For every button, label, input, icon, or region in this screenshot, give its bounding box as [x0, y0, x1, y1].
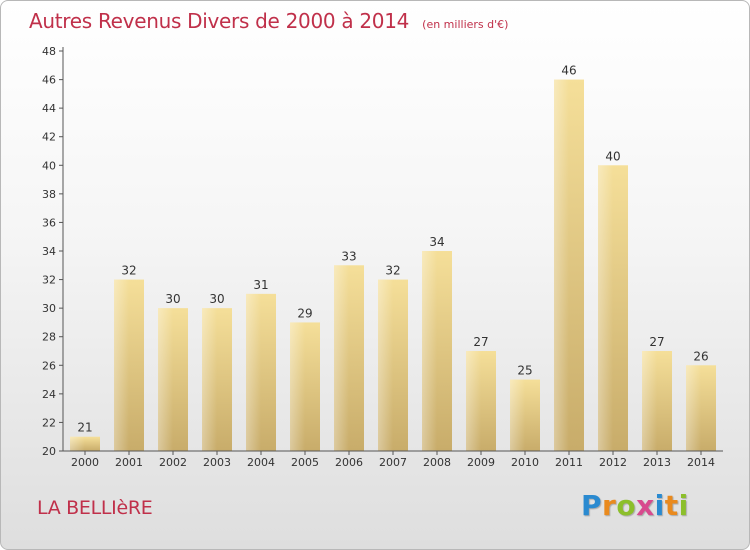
y-tick-label: 44: [42, 102, 56, 115]
logo-letter: P: [581, 489, 603, 522]
y-tick-label: 22: [42, 416, 56, 429]
bar-highlight: [642, 351, 657, 451]
bar-highlight: [290, 322, 305, 451]
logo-letter: i: [678, 489, 689, 522]
data-label: 33: [341, 249, 356, 263]
x-tick-label: 2014: [687, 456, 715, 469]
bar-highlight: [378, 279, 393, 451]
logo-letter: r: [602, 489, 617, 522]
bar-highlight: [114, 279, 129, 451]
data-label: 31: [253, 278, 268, 292]
bar-highlight: [510, 379, 525, 451]
logo-letter: x: [636, 489, 655, 522]
y-axis: 20 22 24 26 28 30 32 34 36 38 40 42 44 46 48: [42, 45, 64, 458]
data-label: 25: [517, 364, 532, 378]
x-tick-label: 2000: [71, 456, 99, 469]
y-tick-label: 26: [42, 359, 56, 372]
data-label: 32: [385, 264, 400, 278]
logo-letter: t: [664, 489, 679, 522]
x-tick-label: 2004: [247, 456, 275, 469]
y-tick-label: 48: [42, 45, 56, 58]
x-tick-label: 2003: [203, 456, 231, 469]
bar-highlight: [466, 351, 481, 451]
y-tick-label: 20: [42, 445, 56, 458]
y-tick-label: 36: [42, 216, 56, 229]
data-label: 27: [649, 335, 664, 349]
x-tick-label: 2013: [643, 456, 671, 469]
data-label: 27: [473, 335, 488, 349]
chart-unit: (en milliers d'€): [422, 18, 509, 31]
bars: 21 32 30 30 31 29 33 32 34 27 25 46 40 27 26: [70, 64, 716, 452]
y-tick-label: 40: [42, 159, 56, 172]
location-label: LA BELLIèRE: [37, 497, 153, 519]
logo-letter: i: [654, 489, 665, 522]
data-label: 40: [605, 149, 620, 163]
x-tick-label: 2012: [599, 456, 627, 469]
y-tick-label: 28: [42, 331, 56, 344]
logo-letter: o: [616, 489, 637, 522]
bar-highlight: [70, 436, 85, 451]
x-tick-label: 2011: [555, 456, 583, 469]
x-tick-label: 2002: [159, 456, 187, 469]
bar-highlight: [334, 265, 349, 451]
y-tick-label: 38: [42, 188, 56, 201]
data-label: 30: [165, 292, 180, 306]
data-label: 46: [561, 64, 576, 78]
y-tick-label: 32: [42, 274, 56, 287]
y-tick-label: 42: [42, 131, 56, 144]
x-tick-label: 2010: [511, 456, 539, 469]
data-label: 32: [121, 264, 136, 278]
proxiti-logo: Proxiti: [581, 489, 689, 522]
y-tick-label: 46: [42, 74, 56, 87]
bar-highlight: [686, 365, 701, 451]
y-tick-label: 30: [42, 302, 56, 315]
y-tick-label: 24: [42, 388, 56, 401]
bar-highlight: [202, 308, 217, 451]
x-tick-label: 2009: [467, 456, 495, 469]
chart-header: Autres Revenus Divers de 2000 à 2014 (en…: [29, 9, 508, 33]
chart-title: Autres Revenus Divers de 2000 à 2014: [29, 9, 410, 33]
x-tick-label: 2008: [423, 456, 451, 469]
bar-highlight: [246, 293, 261, 451]
data-label: 34: [429, 235, 444, 249]
data-label: 29: [297, 306, 312, 320]
bar-highlight: [422, 251, 437, 451]
x-tick-label: 2001: [115, 456, 143, 469]
bar-highlight: [158, 308, 173, 451]
bar-highlight: [554, 79, 569, 452]
y-tick-label: 34: [42, 245, 56, 258]
x-tick-label: 2007: [379, 456, 407, 469]
x-tick-label: 2006: [335, 456, 363, 469]
data-label: 30: [209, 292, 224, 306]
data-label: 26: [693, 349, 708, 363]
bar-highlight: [598, 165, 613, 452]
x-tick-label: 2005: [291, 456, 319, 469]
x-axis: 2000 2001 2002 2003 2004 2005 2006 2007 2008 2009…: [63, 450, 723, 469]
data-label: 21: [77, 421, 92, 435]
